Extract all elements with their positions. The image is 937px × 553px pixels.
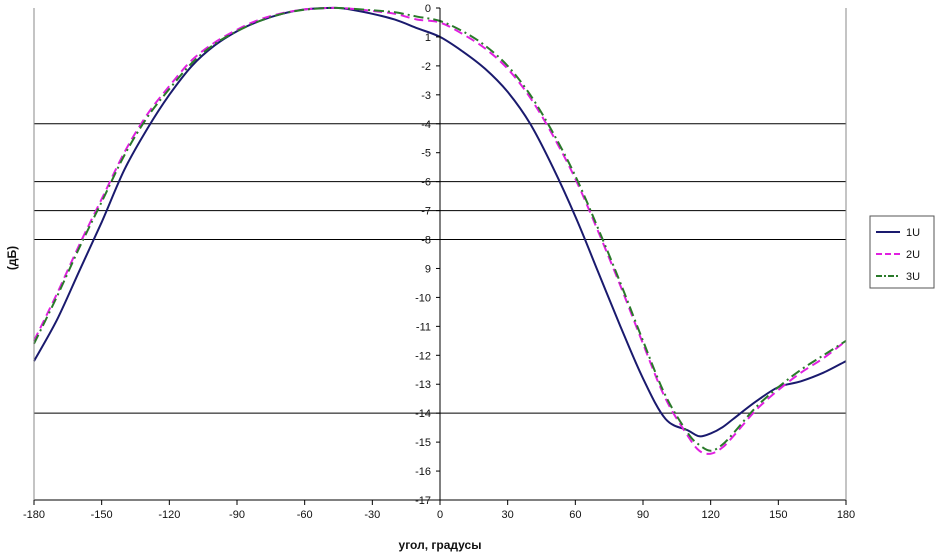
y-tick-label: -3	[421, 90, 431, 102]
x-tick-label: -120	[158, 509, 180, 521]
x-tick-label: -60	[297, 509, 313, 521]
y-axis-title: (дБ)	[5, 246, 19, 270]
y-tick-labels: 0 1 -2 -3 -4 -5 -6 -7 -8 9 -10 -11 -12 -13 -14 -15 -16 -1…	[415, 3, 431, 507]
x-tick-label: 90	[637, 509, 649, 521]
y-tick-label: -7	[421, 206, 431, 218]
y-tick-label: -2	[421, 61, 431, 73]
y-tick-label: -13	[415, 379, 431, 391]
y-tick-label: -6	[421, 177, 431, 189]
y-tick-label: -10	[415, 292, 431, 304]
legend-label-3u: 3U	[906, 271, 920, 283]
y-tick-label: -12	[415, 350, 431, 362]
y-tick-label: -16	[415, 466, 431, 478]
legend-label-2u: 2U	[906, 249, 920, 261]
x-tick-label: 60	[569, 509, 581, 521]
axes	[33, 7, 847, 505]
x-tick-label: -90	[229, 509, 245, 521]
series-line-3u	[33, 6, 847, 452]
y-tick-label: -17	[415, 495, 431, 507]
legend-label-1u: 1U	[906, 227, 920, 239]
series-line-1u	[33, 6, 847, 438]
x-tick-label: -150	[91, 509, 113, 521]
y-tick-label: -5	[421, 148, 431, 160]
y-tick-label: 0	[425, 3, 431, 15]
y-tick-label: -11	[416, 321, 431, 333]
y-tick-label: -15	[415, 437, 431, 449]
x-tick-labels: -180 -150 -120 -90 -60 -30 0 30 60 90 120 150 180	[23, 509, 855, 521]
y-tick-label: -4	[421, 119, 431, 131]
x-tick-label: 30	[502, 509, 514, 521]
x-tick-label: 0	[437, 509, 443, 521]
x-axis-title: угол, градусы	[399, 538, 482, 552]
x-tick-label: -180	[23, 509, 45, 521]
y-tick-label: -14	[415, 408, 431, 420]
legend-box	[869, 215, 935, 289]
legend: 1U 2U 3U	[869, 215, 935, 289]
x-tick-label: 180	[837, 509, 855, 521]
series-layer	[33, 6, 847, 455]
y-tick-label: 9	[425, 263, 431, 275]
x-tick-label: -30	[364, 509, 380, 521]
x-tick-label: 150	[769, 509, 787, 521]
y-tick-label: -8	[421, 235, 431, 247]
y-tick-label: 1	[425, 32, 431, 44]
x-tick-label: 120	[701, 509, 719, 521]
